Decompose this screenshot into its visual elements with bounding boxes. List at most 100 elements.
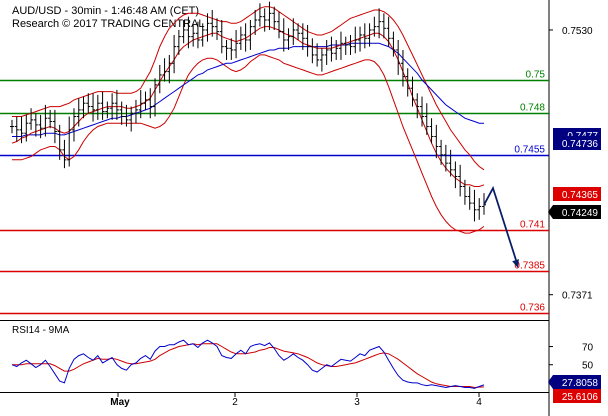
- rsi-panel: [11, 339, 485, 389]
- price-bar: [443, 144, 448, 172]
- price-bar: [71, 108, 76, 142]
- price-bar: [396, 39, 401, 75]
- price-bar: [229, 38, 234, 60]
- price-bar: [81, 96, 86, 119]
- horizontal-levels: 0.75 0.748 0.7455 0.741 0.7385 0.736: [0, 70, 549, 315]
- price-bar: [448, 149, 453, 177]
- price-bar: [38, 114, 43, 139]
- badge-ma-slow-box: [553, 136, 601, 150]
- time-axis-ticks: May 2 3 4: [110, 392, 482, 408]
- rsi-pointer: [548, 375, 553, 389]
- price-bar: [191, 24, 196, 47]
- price-bar: [186, 16, 191, 49]
- price-bar: [176, 29, 181, 55]
- price-bar: [343, 36, 348, 55]
- price-bar: [181, 19, 186, 44]
- price-bar: [286, 28, 291, 50]
- price-bar: [257, 3, 262, 27]
- price-bar: [338, 31, 343, 60]
- price-bar: [400, 49, 405, 87]
- forecast-arrowhead: [512, 259, 519, 269]
- time-tick-label-2: 3: [354, 397, 360, 408]
- price-bar: [157, 64, 162, 94]
- rsi-title: RSI14 - 9MA: [12, 325, 70, 336]
- price-bar: [200, 23, 205, 47]
- price-bar: [29, 108, 34, 130]
- price-bar: [205, 13, 210, 42]
- rsi-line: [11, 339, 485, 389]
- price-bar: [219, 19, 224, 54]
- time-tick-label-0: May: [110, 397, 130, 408]
- price-bar: [167, 54, 172, 84]
- price-bar: [334, 39, 339, 60]
- price-bar: [105, 101, 110, 119]
- price-bar: [462, 179, 467, 205]
- ma-fast-line: [11, 26, 485, 187]
- price-bar: [281, 18, 286, 52]
- price-bar: [76, 98, 81, 127]
- price-bar: [119, 101, 124, 125]
- price-bar: [133, 99, 138, 124]
- price-bar: [358, 26, 363, 52]
- price-bar: [424, 103, 429, 135]
- level-label-0: 0.75: [526, 70, 546, 81]
- price-bar: [348, 34, 353, 55]
- level-label-1: 0.748: [520, 103, 545, 114]
- price-bar: [124, 104, 129, 127]
- price-bar: [291, 18, 296, 45]
- price-bar: [95, 94, 100, 120]
- badge-last-price: 0.74249: [553, 205, 601, 219]
- price-bar: [324, 39, 329, 65]
- level-label-4: 0.7385: [514, 261, 545, 272]
- price-bar: [276, 11, 281, 39]
- price-bar: [253, 9, 258, 35]
- price-bar: [143, 91, 148, 110]
- price-bar: [429, 118, 434, 144]
- price-bar: [195, 21, 200, 49]
- price-series: [11, 6, 485, 234]
- price-bar: [52, 109, 57, 144]
- price-bar: [10, 119, 14, 134]
- level-label-2: 0.7455: [514, 145, 545, 156]
- price-bar: [19, 116, 24, 144]
- price-bar: [14, 116, 19, 142]
- price-bar: [305, 24, 310, 57]
- price-bar: [129, 106, 134, 132]
- price-bar: [453, 161, 458, 189]
- badge-rsi-ma-text: 25.6106: [562, 392, 599, 403]
- header-title: AUD/USD - 30min - 1:46:48 AM (CET): [12, 5, 199, 17]
- badge-rsi-ma: 25.6106: [553, 389, 601, 403]
- price-bar: [420, 96, 425, 127]
- price-bar: [172, 34, 177, 74]
- price-badges: 0.74770.747360.743650.7424927.805825.610…: [548, 128, 601, 403]
- price-bar: [458, 164, 463, 197]
- badge-ma-fast: 0.74365: [553, 187, 601, 201]
- badge-ma-fast-box: [553, 187, 601, 201]
- last-price-pointer: [548, 205, 553, 219]
- badge-rsi-ma-box: [553, 389, 601, 403]
- price-bar: [410, 76, 415, 107]
- price-bar: [415, 93, 420, 119]
- price-bar: [262, 8, 267, 32]
- forecast-arrow: [483, 185, 519, 269]
- price-bar: [91, 93, 96, 122]
- time-tick-label-3: 4: [476, 397, 482, 408]
- price-bar: [372, 16, 377, 37]
- level-label-3: 0.741: [520, 220, 545, 231]
- price-bar: [86, 93, 91, 114]
- price-bar: [467, 186, 472, 210]
- price-bar: [43, 104, 48, 137]
- forecast-path: [483, 185, 517, 261]
- price-bar: [224, 39, 229, 60]
- price-bar: [362, 23, 367, 49]
- time-tick-label-1: 2: [232, 397, 238, 408]
- rsi-tick-label-1: 50: [582, 361, 594, 372]
- badge-ma-slow: 0.74736: [553, 136, 601, 150]
- price-bar: [381, 13, 386, 39]
- badge-last-price-text: 0.74249: [562, 208, 599, 219]
- price-bar: [353, 26, 358, 54]
- price-bar: [243, 23, 248, 52]
- price-bar: [405, 68, 410, 97]
- price-bar: [238, 26, 243, 50]
- price-bar: [24, 114, 29, 142]
